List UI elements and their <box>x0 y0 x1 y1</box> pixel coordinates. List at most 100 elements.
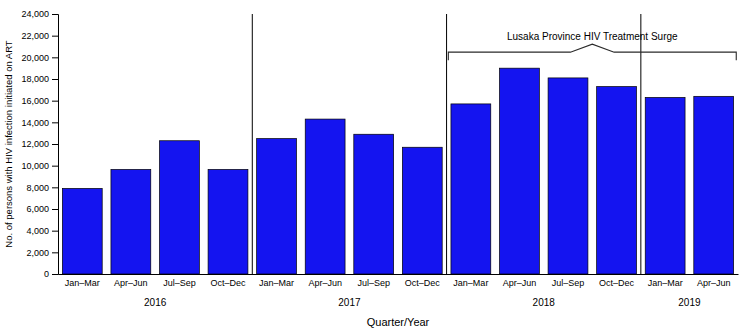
tick-label: Jul–Sep <box>552 278 585 288</box>
year-divider <box>446 14 447 274</box>
tick-label: 4,000 <box>26 226 49 236</box>
axis-domain <box>52 15 59 275</box>
tick-mark <box>52 209 58 210</box>
y-tick: 24,000 <box>21 9 58 19</box>
y-tick: 12,000 <box>21 139 58 149</box>
tick-label: Jul–Sep <box>163 278 196 288</box>
group-label: 2017 <box>338 297 361 308</box>
tick-label: Oct–Dec <box>210 278 246 288</box>
annotation-bracket <box>448 44 736 60</box>
tick-label: 8,000 <box>26 183 49 193</box>
x-tick: Apr–Jun <box>308 278 342 288</box>
tick-mark <box>52 274 58 275</box>
y-tick: 6,000 <box>26 204 58 214</box>
bar <box>305 119 345 274</box>
y-tick: 10,000 <box>21 161 58 171</box>
bar <box>257 139 297 274</box>
plot-area <box>62 14 733 274</box>
x-tick: Jul–Sep <box>552 278 585 288</box>
chart-root: 0 2,000 4,000 6,000 8,000 10,000 12,000 14,000 1… <box>0 0 750 336</box>
x-tick: Jul–Sep <box>163 278 196 288</box>
tick-label: 20,000 <box>21 53 49 63</box>
year-divider <box>640 14 641 274</box>
x-tick: Apr–Jun <box>697 278 731 288</box>
x-tick: Jan–Mar <box>65 278 100 288</box>
annotation: Lusaka Province HIV Treatment Surge <box>448 31 736 60</box>
tick-label: Jan–Mar <box>65 278 100 288</box>
bar <box>500 68 540 274</box>
x-tick: Jan–Mar <box>453 278 488 288</box>
x-tick: Oct–Dec <box>210 278 246 288</box>
plot: 0 2,000 4,000 6,000 8,000 10,000 12,000 14,000 1… <box>21 9 738 328</box>
bar <box>548 78 588 274</box>
tick-label: Apr–Jun <box>697 278 731 288</box>
group-label: 2018 <box>533 297 556 308</box>
x-tick: Oct–Dec <box>599 278 635 288</box>
x-tick: Oct–Dec <box>405 278 441 288</box>
bar <box>62 188 102 274</box>
axis-domain <box>59 274 739 275</box>
tick-mark <box>52 231 58 232</box>
tick-mark <box>52 14 58 15</box>
tick-label: 6,000 <box>26 204 49 214</box>
year-divider <box>252 14 253 274</box>
tick-label: Apr–Jun <box>503 278 537 288</box>
tick-mark <box>52 122 58 123</box>
bar <box>645 97 685 274</box>
bar <box>402 147 442 274</box>
y-tick: 22,000 <box>21 31 58 41</box>
tick-label: 24,000 <box>21 9 49 19</box>
tick-mark <box>52 36 58 37</box>
tick-label: Jan–Mar <box>453 278 488 288</box>
x-axis: Jan–Mar Apr–Jun Jul–Sep Oct–Dec Jan–Mar Apr–J… <box>59 275 739 289</box>
tick-mark <box>52 101 58 102</box>
x-axis-title: Quarter/Year <box>367 316 430 328</box>
y-tick: 16,000 <box>21 96 58 106</box>
y-axis: 0 2,000 4,000 6,000 8,000 10,000 12,000 14,000 1… <box>21 9 58 279</box>
bar <box>111 169 151 274</box>
tick-label: 10,000 <box>21 161 49 171</box>
tick-label: Apr–Jun <box>114 278 148 288</box>
tick-label: 14,000 <box>21 118 49 128</box>
x-tick: Jan–Mar <box>648 278 683 288</box>
y-tick: 0 <box>44 269 58 279</box>
x-tick: Apr–Jun <box>503 278 537 288</box>
x-tick: Jul–Sep <box>357 278 390 288</box>
y-axis-title: No. of persons with HIV infection initia… <box>3 40 14 248</box>
x-tick: Jan–Mar <box>259 278 294 288</box>
bar <box>354 134 394 274</box>
tick-label: 16,000 <box>21 96 49 106</box>
y-tick: 20,000 <box>21 53 58 63</box>
y-tick: 18,000 <box>21 74 58 84</box>
bar <box>694 96 734 274</box>
bar <box>451 104 491 274</box>
tick-mark <box>52 144 58 145</box>
tick-label: Jul–Sep <box>357 278 390 288</box>
tick-label: Jan–Mar <box>648 278 683 288</box>
tick-label: 18,000 <box>21 74 49 84</box>
tick-label: 2,000 <box>26 248 49 258</box>
tick-mark <box>52 79 58 80</box>
tick-label: 0 <box>44 269 49 279</box>
annotation-label: Lusaka Province HIV Treatment Surge <box>507 31 678 42</box>
y-tick: 4,000 <box>26 226 58 236</box>
tick-mark <box>52 166 58 167</box>
tick-label: Jan–Mar <box>259 278 294 288</box>
bar <box>160 141 200 274</box>
tick-mark <box>52 252 58 253</box>
tick-label: 22,000 <box>21 31 49 41</box>
y-tick: 14,000 <box>21 118 58 128</box>
tick-mark <box>52 187 58 188</box>
group-label: 2019 <box>678 297 701 308</box>
y-tick: 2,000 <box>26 248 58 258</box>
tick-label: Oct–Dec <box>599 278 635 288</box>
tick-label: Apr–Jun <box>308 278 342 288</box>
bar <box>597 87 637 274</box>
tick-label: 12,000 <box>21 139 49 149</box>
group-label: 2016 <box>144 297 167 308</box>
tick-label: Oct–Dec <box>405 278 441 288</box>
bar <box>208 169 248 274</box>
tick-mark <box>52 57 58 58</box>
y-tick: 8,000 <box>26 183 58 193</box>
x-tick: Apr–Jun <box>114 278 148 288</box>
